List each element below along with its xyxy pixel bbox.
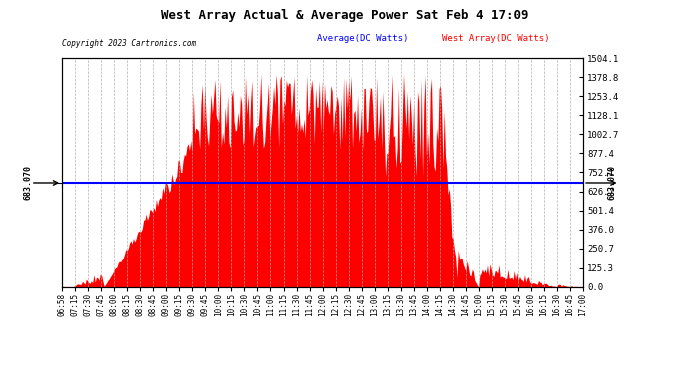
Text: Copyright 2023 Cartronics.com: Copyright 2023 Cartronics.com xyxy=(62,39,196,48)
Text: West Array Actual & Average Power Sat Feb 4 17:09: West Array Actual & Average Power Sat Fe… xyxy=(161,9,529,22)
Text: Average(DC Watts): Average(DC Watts) xyxy=(317,34,408,43)
Text: West Array(DC Watts): West Array(DC Watts) xyxy=(442,34,549,43)
Text: 683.070: 683.070 xyxy=(607,165,617,201)
Text: 683.070: 683.070 xyxy=(23,165,32,201)
